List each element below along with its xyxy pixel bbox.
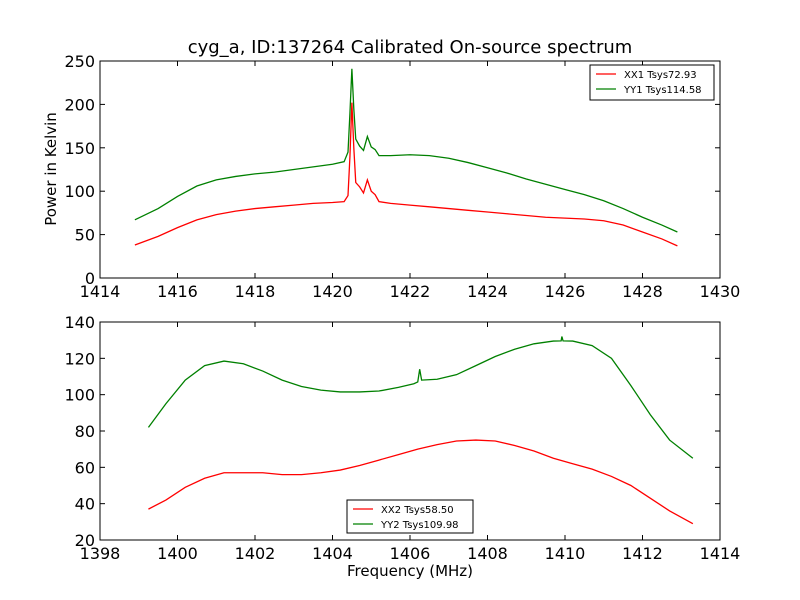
x-tick-label: 1414 (80, 282, 121, 301)
y-tick-label: 200 (64, 95, 95, 114)
y-tick-label: 60 (75, 458, 95, 477)
x-tick-label: 1414 (700, 544, 741, 563)
y-tick-label: 250 (64, 52, 95, 71)
y-tick-label: 140 (64, 313, 95, 332)
y-tick-label: 100 (64, 182, 95, 201)
y-tick-label: 120 (64, 349, 95, 368)
legend-entry: XX2 Tsys58.50 (381, 505, 454, 516)
series-line-1 (148, 439, 694, 525)
y-tick-label: 20 (75, 531, 95, 550)
series-line-1 (134, 102, 678, 247)
series-line-2 (147, 336, 694, 459)
x-tick-label: 1428 (622, 282, 663, 301)
y-tick-label: 0 (85, 269, 95, 288)
x-tick-label: 1426 (545, 282, 586, 301)
x-tick-label: 1424 (467, 282, 508, 301)
legend-entry: XX1 Tsys72.93 (624, 70, 697, 81)
legend-entry: YY2 Tsys109.98 (380, 520, 459, 531)
bottom-chart: 1398 1400 1402 1404 1406 1408 1410 1412 1414 20 40… (64, 313, 740, 563)
x-tick-label: 1416 (157, 282, 198, 301)
x-tick-label: 1402 (235, 544, 276, 563)
top-chart: 1414 1416 1418 1420 1422 1424 1426 1428 1430 0 50 1… (64, 52, 740, 301)
x-tick-label: 1412 (622, 544, 663, 563)
legend-box (346, 499, 474, 534)
x-tick-label: 1430 (700, 282, 741, 301)
legend: XX2 Tsys58.50 YY2 Tsys109.98 (346, 499, 474, 534)
y-axis-label: Power in Kelvin (42, 112, 60, 226)
y-tick-label: 80 (75, 422, 95, 441)
y-tick-label: 40 (75, 495, 95, 514)
legend: XX1 Tsys72.93 YY1 Tsys114.58 (589, 64, 715, 101)
y-tick-label: 50 (75, 226, 95, 245)
x-tick-label: 1420 (312, 282, 353, 301)
y-tick-label: 150 (64, 139, 95, 158)
x-axis-label: Frequency (MHz) (347, 562, 473, 580)
x-tick-label: 1398 (80, 544, 121, 563)
chart-title: cyg_a, ID:137264 Calibrated On-source sp… (188, 37, 633, 58)
series-line-2 (134, 68, 678, 233)
y-tick-label: 100 (64, 386, 95, 405)
x-tick-label: 1408 (467, 544, 508, 563)
x-tick-label: 1400 (157, 544, 198, 563)
x-tick-label: 1404 (312, 544, 353, 563)
legend-entry: YY1 Tsys114.58 (623, 85, 702, 96)
x-tick-label: 1422 (390, 282, 431, 301)
x-tick-label: 1406 (390, 544, 431, 563)
x-tick-label: 1410 (545, 544, 586, 563)
legend-box (589, 64, 715, 101)
x-tick-label: 1418 (235, 282, 276, 301)
